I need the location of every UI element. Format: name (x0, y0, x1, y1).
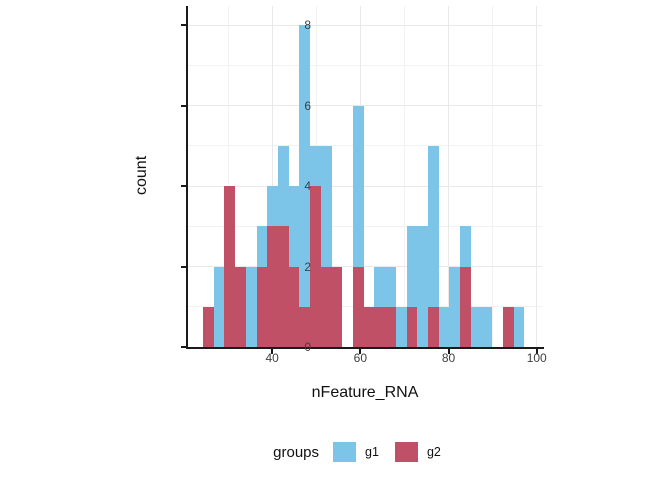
histogram-bar-g2 (267, 226, 278, 347)
histogram-bar-g1 (310, 145, 321, 187)
y-tick-mark (181, 185, 186, 188)
histogram-bar-g1 (438, 306, 450, 347)
legend: groups g1 g2 (188, 438, 542, 466)
x-axis-title: nFeature_RNA (311, 384, 419, 401)
y-tick-mark (181, 104, 186, 107)
legend-swatch-g1 (333, 442, 357, 462)
histogram-bar-g2 (256, 266, 268, 347)
legend-label-g2: g2 (426, 445, 441, 459)
x-gridline-major (536, 6, 538, 347)
histogram-bar-g1 (277, 145, 289, 227)
histogram-bar-g1 (213, 266, 225, 347)
y-tick-mark (181, 346, 186, 348)
x-tick-mark (359, 349, 362, 354)
histogram-bar-g1 (460, 226, 471, 267)
y-gridline-minor (188, 225, 542, 227)
histogram-bar-g2 (385, 306, 396, 347)
histogram-bar-g1 (385, 266, 396, 307)
y-gridline-major (188, 266, 542, 268)
histogram-bar-g1 (395, 306, 407, 347)
legend-title: groups (273, 443, 320, 461)
histogram-bar-g2 (406, 306, 418, 347)
legend-item-g2: g2 (394, 442, 441, 462)
histogram-bar-g1 (352, 105, 364, 267)
histogram-bar-g1 (320, 145, 332, 267)
histogram-bar-g2 (352, 266, 364, 347)
histogram-bar-g2 (331, 266, 343, 347)
histogram-bar-g2 (224, 186, 236, 347)
y-gridline-minor (188, 65, 542, 66)
legend-label-g1: g1 (365, 445, 379, 459)
y-tick-label: 0 (304, 340, 311, 354)
x-tick-label: 80 (441, 351, 456, 365)
histogram-bar-g2 (277, 226, 289, 347)
plot-panel (181, 6, 544, 354)
histogram-bar-g2 (299, 306, 311, 347)
histogram-bar-g1 (267, 186, 278, 227)
y-tick-mark (181, 24, 186, 27)
y-axis-line (186, 6, 188, 349)
y-gridline-minor (188, 145, 542, 147)
histogram-bar-g2 (288, 266, 300, 347)
histogram-bar-g2 (460, 266, 471, 347)
histogram-bar-g2 (320, 266, 332, 347)
histogram-bar-g2 (427, 306, 439, 347)
histogram-bar-g1 (245, 266, 257, 347)
histogram-bar-g1 (417, 226, 428, 347)
y-gridline-major (188, 24, 542, 26)
y-axis-title: count (133, 155, 150, 195)
histogram-bar-g1 (449, 266, 461, 347)
x-tick-label: 40 (265, 351, 279, 365)
histogram-bar-g2 (202, 306, 214, 347)
histogram-bar-g1 (481, 306, 493, 347)
x-tick-label: 60 (353, 351, 368, 365)
histogram-bar-g2 (502, 306, 514, 347)
x-tick-mark (271, 349, 274, 354)
y-gridline-major (188, 105, 542, 107)
y-tick-label: 4 (304, 179, 311, 194)
histogram-bar-g1 (256, 226, 268, 267)
x-tick-mark (535, 349, 538, 354)
x-gridline-minor (492, 6, 494, 347)
y-tick-label: 8 (304, 18, 311, 33)
x-tick-label: 100 (526, 351, 547, 365)
histogram-bar-g2 (235, 266, 246, 347)
y-tick-label: 6 (304, 98, 311, 113)
x-gridline-major (448, 6, 450, 347)
x-gridline-minor (227, 6, 229, 347)
y-tick-label: 2 (304, 259, 311, 274)
histogram-bar-g2 (310, 186, 321, 347)
histogram-bar-g1 (513, 306, 525, 347)
histogram-bar-g1 (288, 186, 300, 267)
histogram-bar-g1 (470, 306, 482, 347)
histogram-bar-g1 (427, 145, 439, 307)
x-axis-line (186, 347, 544, 349)
x-gridline-major (271, 6, 273, 347)
y-tick-mark (181, 265, 186, 268)
histogram-bar-g1 (406, 226, 418, 307)
y-gridline-major (188, 185, 542, 187)
x-tick-mark (447, 349, 450, 354)
histogram-bar-g2 (374, 306, 386, 347)
histogram-bar-g1 (374, 266, 386, 307)
histogram-bar-g2 (363, 306, 375, 347)
legend-item-g1: g1 (333, 442, 379, 462)
legend-swatch-g2 (394, 442, 418, 462)
histogram-bar-g1 (299, 25, 311, 307)
x-gridline-minor (403, 6, 405, 347)
